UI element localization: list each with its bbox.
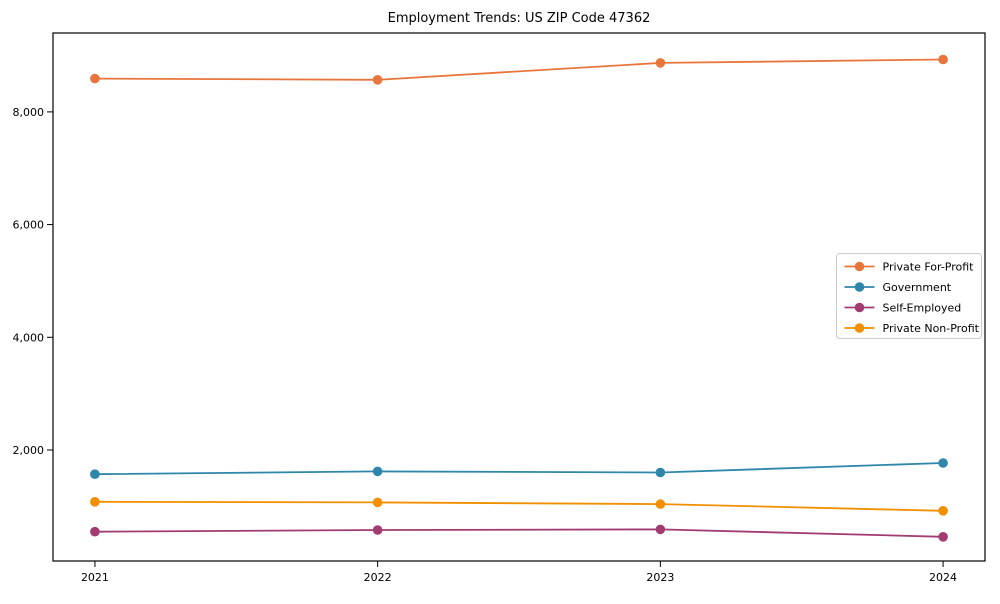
x-tick-label: 2023 <box>646 571 674 584</box>
y-tick-label: 6,000 <box>13 219 45 232</box>
data-point <box>90 469 100 480</box>
legend-marker-dot <box>854 302 865 313</box>
series-lines <box>90 54 948 542</box>
legend-item: Self-Employed <box>844 302 962 315</box>
series-line <box>94 500 944 512</box>
legend-label: Government <box>883 281 952 294</box>
x-tick-label: 2021 <box>81 571 109 584</box>
legend-marker-dot <box>854 261 865 272</box>
legend-item: Government <box>844 281 952 294</box>
data-point <box>372 466 383 477</box>
series-line <box>94 462 944 476</box>
plot-frame <box>52 32 986 562</box>
y-tick-label: 2,000 <box>13 444 45 457</box>
y-tick-label: 4,000 <box>13 331 45 344</box>
series-line <box>94 528 944 538</box>
legend-marker-dot <box>854 282 865 292</box>
data-point <box>90 73 100 84</box>
data-point <box>655 58 666 68</box>
x-tick-label: 2024 <box>929 571 957 584</box>
chart-title: Employment Trends: US ZIP Code 47362 <box>388 11 651 26</box>
legend-label: Self-Employed <box>883 302 962 315</box>
data-point <box>90 497 100 507</box>
data-point <box>655 524 666 535</box>
data-point <box>938 458 948 468</box>
legend-item: Private For-Profit <box>844 261 975 274</box>
legend: Private For-Profit Government Self-Employe… <box>836 253 982 339</box>
data-point <box>655 499 666 509</box>
data-point <box>938 506 948 516</box>
data-point <box>372 525 383 535</box>
data-point <box>372 75 383 85</box>
data-point <box>938 54 948 65</box>
legend-label: Private For-Profit <box>883 261 975 274</box>
data-point <box>90 526 100 537</box>
legend-item: Private Non-Profit <box>844 322 980 335</box>
legend-box <box>836 253 982 339</box>
data-point <box>372 497 383 508</box>
y-tick-label: 8,000 <box>13 106 45 119</box>
data-point <box>655 467 666 478</box>
x-tick-label: 2022 <box>364 571 392 584</box>
axis-ticks: 2,000 4,000 6,000 8,000 2021 2022 2023 2024 <box>13 106 958 584</box>
legend-marker-dot <box>854 323 865 333</box>
legend-label: Private Non-Profit <box>883 322 980 335</box>
data-point <box>938 532 948 542</box>
series-line <box>94 58 944 81</box>
